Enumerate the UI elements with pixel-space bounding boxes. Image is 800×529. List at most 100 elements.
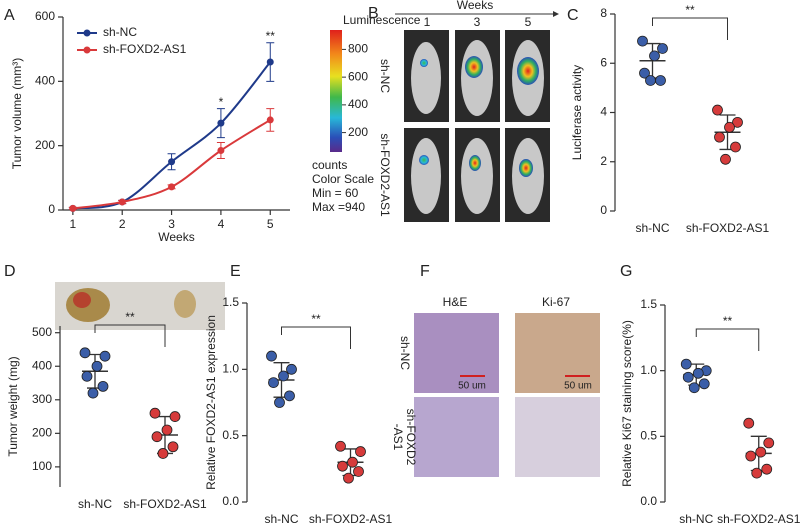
y-tick-label: 8 [600,6,607,20]
x-tick-label: sh-FOXD2-AS1 [686,221,770,235]
point [167,441,179,453]
panel-letter: C [567,7,579,24]
panel-b: B Luminescence Weeks 1 3 5 sh-NC sh-FOXD… [312,0,559,222]
significance-bracket [652,17,728,40]
point [157,448,169,459]
y-axis-label: Tumor weight (mg) [6,356,20,456]
legend-label: sh-FOXD2-AS1 [103,42,187,56]
point [268,377,279,389]
point [118,198,126,206]
point [81,370,93,382]
y-axis-label: Relative Ki67 staining score(%) [620,320,634,487]
point [698,378,710,390]
point [91,360,103,372]
point [639,67,650,79]
point [745,450,757,462]
note: Max =940 [312,200,365,214]
point [217,146,225,154]
y-tick-label: 0.5 [640,429,657,443]
panel-letter: G [620,263,632,280]
mouse-images [404,30,550,222]
y-tick-label: 4 [600,105,607,119]
row-label: sh-FOXD2 [404,409,418,466]
point [751,467,763,479]
point [724,121,735,133]
y-tick-label: 0 [48,202,55,216]
y-tick-label: 0.0 [222,494,239,508]
point [217,119,225,127]
y-tick-label: 200 [32,426,52,440]
colorbar-title: Luminescence [343,13,421,27]
point [168,158,176,166]
point [655,75,666,86]
point [266,58,274,66]
histology-image [515,397,600,477]
point [149,407,161,419]
point [637,35,648,47]
significance-bracket [695,328,760,351]
point [355,446,366,457]
y-tick-label: 1.0 [222,362,239,376]
y-tick-label: 200 [35,138,55,152]
y-tick-label: 1.5 [640,297,657,311]
x-tick-label: 2 [119,217,126,231]
row-label: sh-NC [378,59,392,93]
point [761,463,773,475]
y-tick-label: 400 [32,358,52,372]
significance: ** [125,310,135,324]
point [645,75,656,86]
scale-label: 50 um [564,381,592,392]
histology-image [515,313,600,393]
x-axis-label: Weeks [158,230,194,244]
y-tick-label: 0.5 [222,428,239,442]
significance: ** [311,312,321,326]
weeks-label: Weeks [457,0,493,12]
x-tick-label: sh-NC [679,512,713,526]
row-label: sh-FOXD2-AS1 [378,133,392,217]
panel-f: F H&E Ki-67 50 um 50 um sh-NC sh-FOXD2 -… [391,263,600,477]
significance: ** [685,3,695,17]
panel-letter: A [4,7,15,24]
column-label: H&E [443,295,468,309]
x-tick-label: sh-FOXD2-AS1 [717,512,800,526]
legend-marker [83,29,91,37]
x-tick-label: sh-FOXD2-AS1 [309,512,393,526]
legend-label: sh-NC [103,25,137,39]
y-tick-label: 500 [32,325,52,339]
point [680,358,692,370]
point [337,460,348,472]
histology-image [414,397,499,477]
point [99,350,111,362]
y-tick-label: 1.0 [640,363,657,377]
histology-image [414,313,499,393]
point [69,204,77,212]
tumor-photo [55,282,225,330]
row-label: -AS1 [391,424,405,451]
y-tick-label: 300 [32,392,52,406]
point [97,380,109,392]
x-tick-label: sh-NC [78,497,112,511]
x-tick-label: sh-FOXD2-AS1 [123,497,207,511]
point [343,472,354,484]
y-axis-label: Luciferase activity [570,65,584,160]
y-tick-label: 1.5 [222,295,239,309]
scale-label: 50 um [458,381,486,392]
point [266,116,274,124]
y-tick-label: 0 [600,203,607,217]
panel-letter: E [230,263,241,280]
column-label: Ki-67 [542,295,570,309]
point [151,431,163,443]
point [335,440,346,452]
point [353,466,364,477]
point [688,382,700,394]
panel-letter: F [420,263,430,280]
point [682,371,694,383]
significance-bracket [94,324,166,347]
y-tick-label: 6 [600,55,607,69]
legend-marker [83,46,91,54]
point [347,456,358,468]
point [743,417,755,429]
point [692,367,704,379]
y-tick-label: 600 [35,9,55,23]
